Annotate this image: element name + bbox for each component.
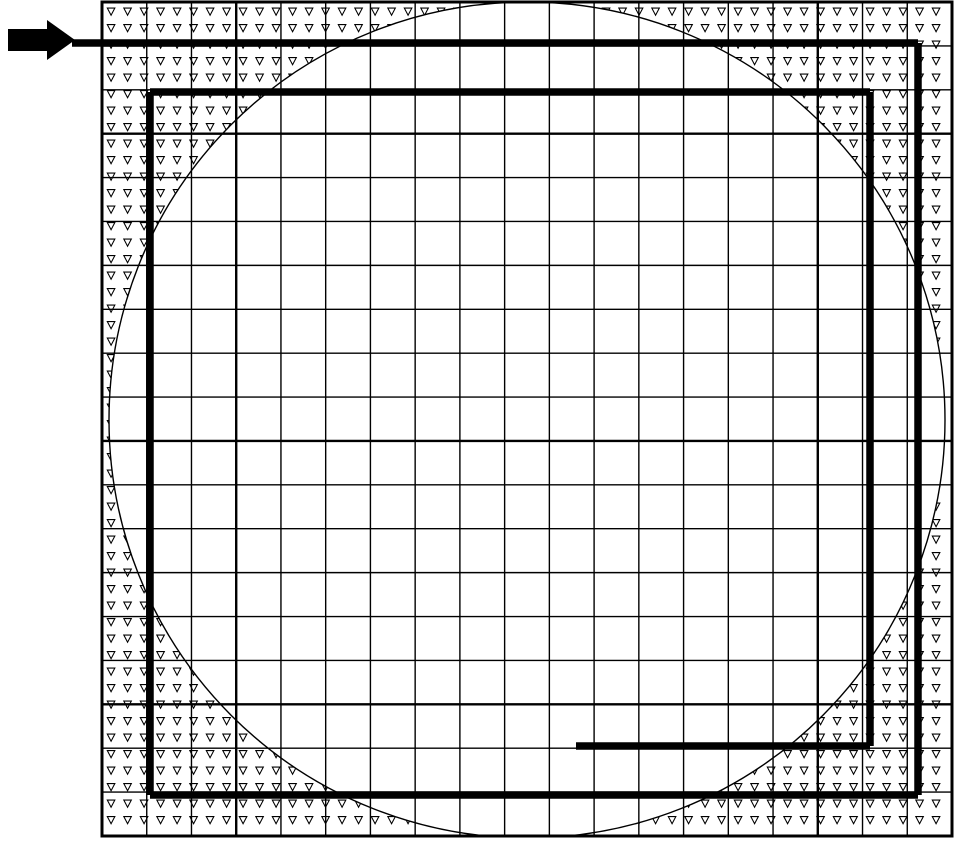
diagram-canvas bbox=[0, 0, 959, 844]
